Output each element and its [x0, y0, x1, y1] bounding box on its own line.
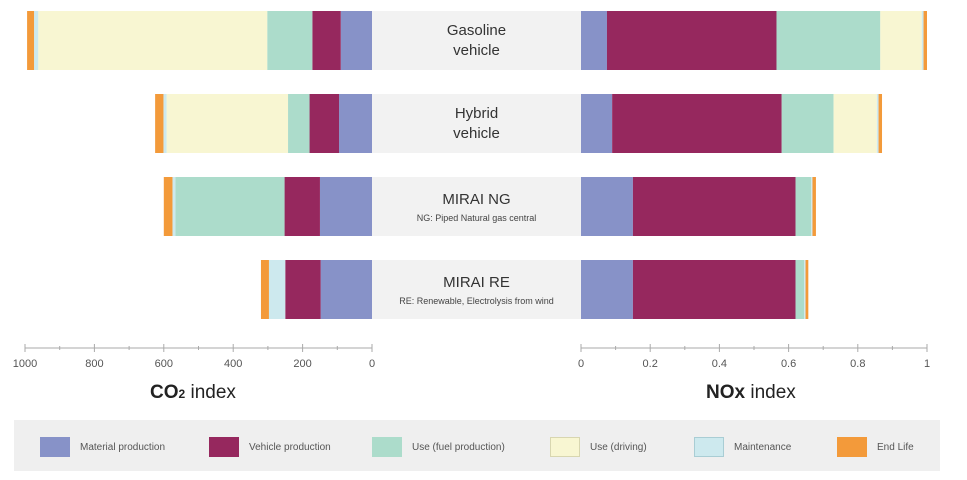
row-label-line2: vehicle	[453, 125, 500, 142]
legend-item-material-production: Material production	[40, 437, 165, 457]
nox-bar-material-production	[581, 11, 607, 70]
nox-tick-label: 0.2	[643, 358, 658, 370]
co2-bar-maintenance	[163, 94, 167, 153]
legend-item-vehicle-production: Vehicle production	[209, 437, 331, 457]
legend-label: Use (fuel production)	[412, 441, 505, 453]
legend-swatch	[550, 437, 580, 457]
co2-bar-end-life	[155, 94, 164, 153]
legend-swatch	[372, 437, 402, 457]
nox-bar-vehicle-production	[606, 11, 777, 70]
nox-bar-use-fuel-production	[781, 94, 834, 153]
legend-label: End Life	[877, 441, 914, 453]
co2-bar-maintenance	[172, 177, 176, 236]
co2-bar-material-production	[319, 177, 372, 236]
co2-tick-label: 0	[369, 358, 375, 370]
row-label-note: RE: Renewable, Electrolysis from wind	[399, 296, 554, 306]
co2-bar-end-life	[260, 260, 269, 319]
co2-tick-label: 400	[224, 358, 242, 370]
legend-label: Use (driving)	[590, 441, 647, 453]
legend-swatch	[837, 437, 867, 457]
co2-axis-title: CO2 index	[150, 382, 236, 403]
lifecycle-emissions-chart: Gasoline vehicle Hybrid vehicle MIRAI NG NG: …	[13, 11, 930, 370]
nox-bar-material-production	[581, 260, 633, 319]
row-label-note: NG: Piped Natural gas central	[417, 213, 537, 223]
nox-bar-use-fuel-production	[795, 177, 812, 236]
legend-item-maintenance: Maintenance	[694, 437, 791, 457]
co2-bar-use-fuel-production	[267, 11, 313, 70]
legend-swatch	[40, 437, 70, 457]
nox-bar-end-life	[878, 94, 883, 153]
nox-bar-use-fuel-production	[795, 260, 805, 319]
legend-label: Vehicle production	[249, 441, 331, 453]
co2-bar-end-life	[163, 177, 173, 236]
nox-bar-use-driving	[833, 94, 877, 153]
co2-bar-material-production	[340, 11, 372, 70]
legend-item-use-fuel-production: Use (fuel production)	[372, 437, 505, 457]
nox-bar-use-fuel-production	[776, 11, 881, 70]
nox-tick-label: 0	[578, 358, 584, 370]
co2-bar-use-driving	[38, 11, 268, 70]
row-label-band	[372, 11, 581, 70]
nox-tick-label: 1	[924, 358, 930, 370]
nox-tick-label: 0.4	[712, 358, 727, 370]
legend-item-end-life: End Life	[837, 437, 914, 457]
row-label-title: MIRAI NG	[442, 191, 510, 208]
nox-bar-maintenance	[876, 94, 879, 153]
row-label-line1: Hybrid	[455, 105, 498, 122]
nox-bar-end-life	[812, 177, 816, 236]
co2-tick-label: 600	[155, 358, 173, 370]
nox-bar-maintenance	[921, 11, 924, 70]
row-label-band	[372, 94, 581, 153]
legend: Material production Vehicle production U…	[14, 420, 940, 471]
co2-bar-material-production	[339, 94, 372, 153]
co2-bar-vehicle-production	[309, 94, 340, 153]
legend-label: Maintenance	[734, 441, 792, 453]
nox-bar-end-life	[805, 260, 809, 319]
nox-axis-title: NOx index	[706, 382, 796, 403]
nox-bar-vehicle-production	[632, 177, 796, 236]
co2-bar-maintenance	[34, 11, 39, 70]
legend-item-use-driving: Use (driving)	[550, 437, 647, 457]
legend-swatch	[694, 437, 724, 457]
nox-tick-label: 0.6	[781, 358, 796, 370]
row-label-band	[372, 177, 581, 236]
co2-bar-use-driving	[166, 94, 289, 153]
co2-bar-vehicle-production	[285, 260, 321, 319]
co2-bar-vehicle-production	[284, 177, 320, 236]
co2-tick-label: 1000	[13, 358, 37, 370]
nox-bar-vehicle-production	[612, 94, 782, 153]
nox-bar-maintenance	[811, 177, 813, 236]
nox-bar-material-production	[581, 177, 633, 236]
row-label-band	[372, 260, 581, 319]
co2-tick-label: 200	[293, 358, 311, 370]
nox-tick-label: 0.8	[850, 358, 865, 370]
nox-bar-material-production	[581, 94, 613, 153]
legend-swatch	[209, 437, 239, 457]
co2-bar-use-fuel-production	[288, 94, 310, 153]
nox-bar-maintenance	[804, 260, 806, 319]
co2-bar-end-life	[27, 11, 35, 70]
co2-bar-material-production	[320, 260, 372, 319]
row-label-line1: Gasoline	[447, 22, 506, 39]
nox-bar-use-driving	[880, 11, 922, 70]
co2-bar-use-fuel-production	[175, 177, 285, 236]
co2-bar-maintenance	[268, 260, 286, 319]
row-label-line2: vehicle	[453, 42, 500, 59]
co2-bar-vehicle-production	[312, 11, 341, 70]
co2-tick-label: 800	[85, 358, 103, 370]
row-label-title: MIRAI RE	[443, 274, 510, 291]
legend-label: Material production	[80, 441, 166, 453]
nox-bar-end-life	[923, 11, 927, 70]
nox-bar-vehicle-production	[632, 260, 796, 319]
